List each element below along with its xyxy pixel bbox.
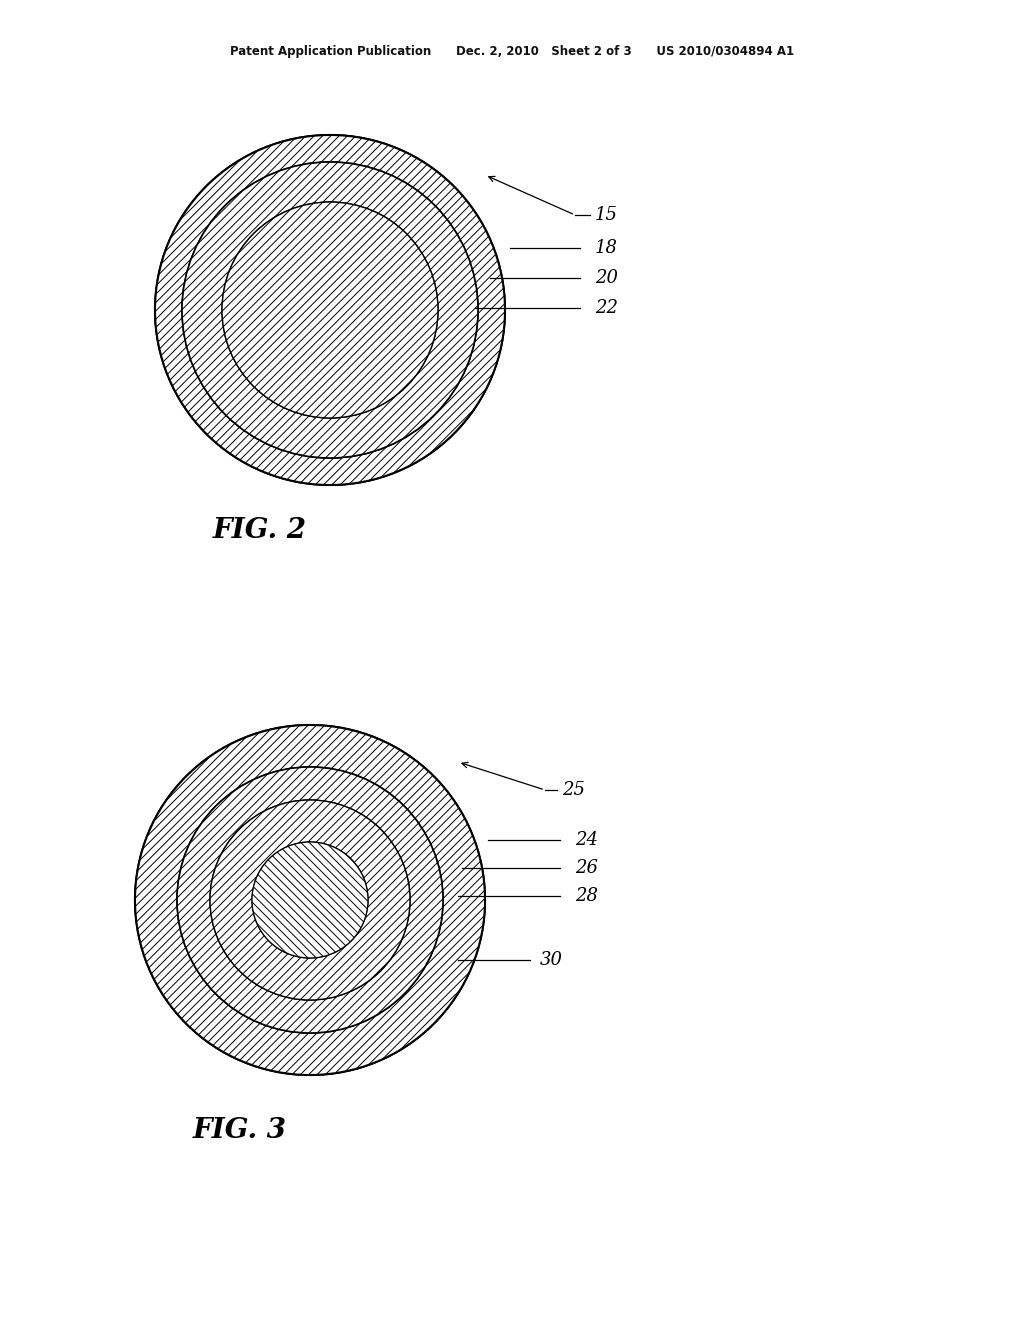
Text: FIG. 3: FIG. 3 <box>193 1117 287 1143</box>
Text: 18: 18 <box>595 239 618 257</box>
Text: 20: 20 <box>595 269 618 286</box>
Circle shape <box>155 135 505 484</box>
Text: Patent Application Publication      Dec. 2, 2010   Sheet 2 of 3      US 2010/030: Patent Application Publication Dec. 2, 2… <box>230 45 794 58</box>
Circle shape <box>210 800 410 1001</box>
Circle shape <box>135 725 485 1074</box>
Circle shape <box>252 842 368 958</box>
Text: 24: 24 <box>575 832 598 849</box>
Text: 22: 22 <box>595 300 618 317</box>
Text: 15: 15 <box>595 206 618 224</box>
Circle shape <box>177 767 443 1034</box>
Text: 26: 26 <box>575 859 598 876</box>
Circle shape <box>210 800 410 1001</box>
Text: 25: 25 <box>562 781 585 799</box>
Text: 30: 30 <box>540 950 563 969</box>
Circle shape <box>182 162 478 458</box>
Text: 28: 28 <box>575 887 598 906</box>
Circle shape <box>177 767 443 1034</box>
Circle shape <box>222 202 438 418</box>
Circle shape <box>135 725 485 1074</box>
Circle shape <box>222 202 438 418</box>
Text: FIG. 2: FIG. 2 <box>213 516 307 544</box>
Circle shape <box>182 162 478 458</box>
Circle shape <box>252 842 368 958</box>
Circle shape <box>155 135 505 484</box>
